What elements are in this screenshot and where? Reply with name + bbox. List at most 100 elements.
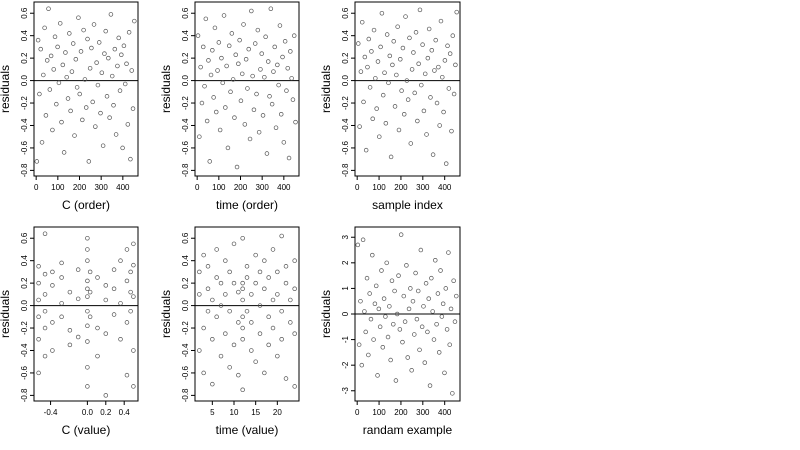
data-point <box>93 124 98 129</box>
data-point <box>219 55 224 61</box>
data-point <box>256 129 262 135</box>
data-point <box>366 352 371 358</box>
data-point <box>244 308 250 314</box>
data-point <box>41 72 46 78</box>
data-point <box>266 314 271 320</box>
data-point <box>422 360 428 365</box>
y-tick-label: -0.6 <box>341 140 350 154</box>
data-point <box>210 381 215 387</box>
y-tick-label: 0.6 <box>181 7 190 19</box>
scatter-panel: 0 100 200 300 400 -3 -2 -1 0 1 2 3 randam example res… <box>319 226 461 437</box>
data-point <box>440 74 445 80</box>
data-point <box>42 292 48 297</box>
scatter-panel: -0.4 0.0 0.2 0.4 -0.8 -0.6 -0.4 -0.2 0.0 0.2 0.4 0.… <box>0 226 139 437</box>
data-point <box>401 293 407 299</box>
data-point <box>118 258 123 263</box>
data-point <box>223 331 228 336</box>
data-point <box>438 18 444 24</box>
data-point <box>130 106 136 111</box>
data-point <box>292 331 297 336</box>
y-tick-label: -0.8 <box>20 388 29 402</box>
data-point <box>116 35 121 41</box>
data-point <box>201 325 206 331</box>
data-point <box>402 319 408 324</box>
data-point <box>221 13 227 18</box>
data-point <box>214 275 219 280</box>
data-point <box>284 88 289 93</box>
data-point <box>365 64 370 70</box>
data-point <box>70 41 76 46</box>
plot-frame <box>194 226 300 402</box>
data-point <box>240 286 245 291</box>
data-point <box>120 145 125 151</box>
data-point <box>263 34 268 40</box>
data-point <box>61 150 67 155</box>
x-tick-label: 400 <box>438 183 452 192</box>
y-tick-label: 0.2 <box>341 52 350 64</box>
data-point <box>75 296 81 302</box>
data-point <box>440 301 446 307</box>
data-point <box>371 27 377 33</box>
y-tick-label: -0.8 <box>181 163 190 177</box>
data-point <box>443 286 449 291</box>
data-point <box>262 74 267 80</box>
data-point <box>405 97 411 102</box>
data-point <box>254 91 259 97</box>
data-point <box>106 55 111 61</box>
data-point <box>401 112 407 117</box>
data-point <box>412 332 417 337</box>
data-point <box>268 6 274 11</box>
x-tick-label: 300 <box>94 183 108 192</box>
x-tick-label: 0.4 <box>119 408 131 417</box>
data-point <box>392 288 397 294</box>
data-point <box>449 128 454 134</box>
data-point <box>411 50 416 55</box>
data-point <box>387 53 393 59</box>
data-point <box>131 262 136 268</box>
data-point <box>255 27 261 33</box>
data-point <box>59 119 64 125</box>
data-point <box>367 291 372 296</box>
data-point <box>111 312 117 317</box>
data-point <box>355 242 361 248</box>
data-point <box>267 94 272 99</box>
data-point <box>241 22 246 27</box>
data-point <box>359 362 365 368</box>
data-point <box>386 80 391 86</box>
data-point <box>442 370 447 376</box>
data-point <box>370 116 375 121</box>
data-point <box>292 286 297 291</box>
data-point <box>126 30 132 35</box>
data-point <box>202 83 207 89</box>
data-point <box>197 134 202 139</box>
data-point <box>380 345 386 350</box>
x-tick-label: 5 <box>210 408 215 417</box>
data-point <box>278 112 284 117</box>
y-tick-label: 0.4 <box>341 30 350 42</box>
data-point <box>205 264 211 269</box>
data-point <box>103 297 109 303</box>
data-point <box>87 65 93 71</box>
data-point <box>223 292 228 297</box>
data-point <box>59 314 64 320</box>
x-tick-label: 0 <box>34 183 39 192</box>
data-point <box>384 260 389 266</box>
data-point <box>85 308 90 314</box>
data-point <box>131 294 136 299</box>
data-point <box>85 247 90 252</box>
data-point <box>236 320 241 325</box>
data-point <box>197 292 202 297</box>
y-tick-label: 0.4 <box>20 255 29 267</box>
data-point <box>44 58 50 63</box>
data-point <box>124 320 130 325</box>
y-tick-label: 0.6 <box>181 232 190 244</box>
data-point <box>75 267 81 272</box>
x-tick-label: 200 <box>394 408 408 417</box>
x-tick-label: 0.2 <box>100 408 112 417</box>
data-point <box>223 258 228 263</box>
data-point <box>371 337 376 342</box>
data-point <box>231 241 237 247</box>
y-tick-label: 0.0 <box>20 74 29 86</box>
data-point <box>249 348 254 353</box>
data-point <box>128 156 133 162</box>
